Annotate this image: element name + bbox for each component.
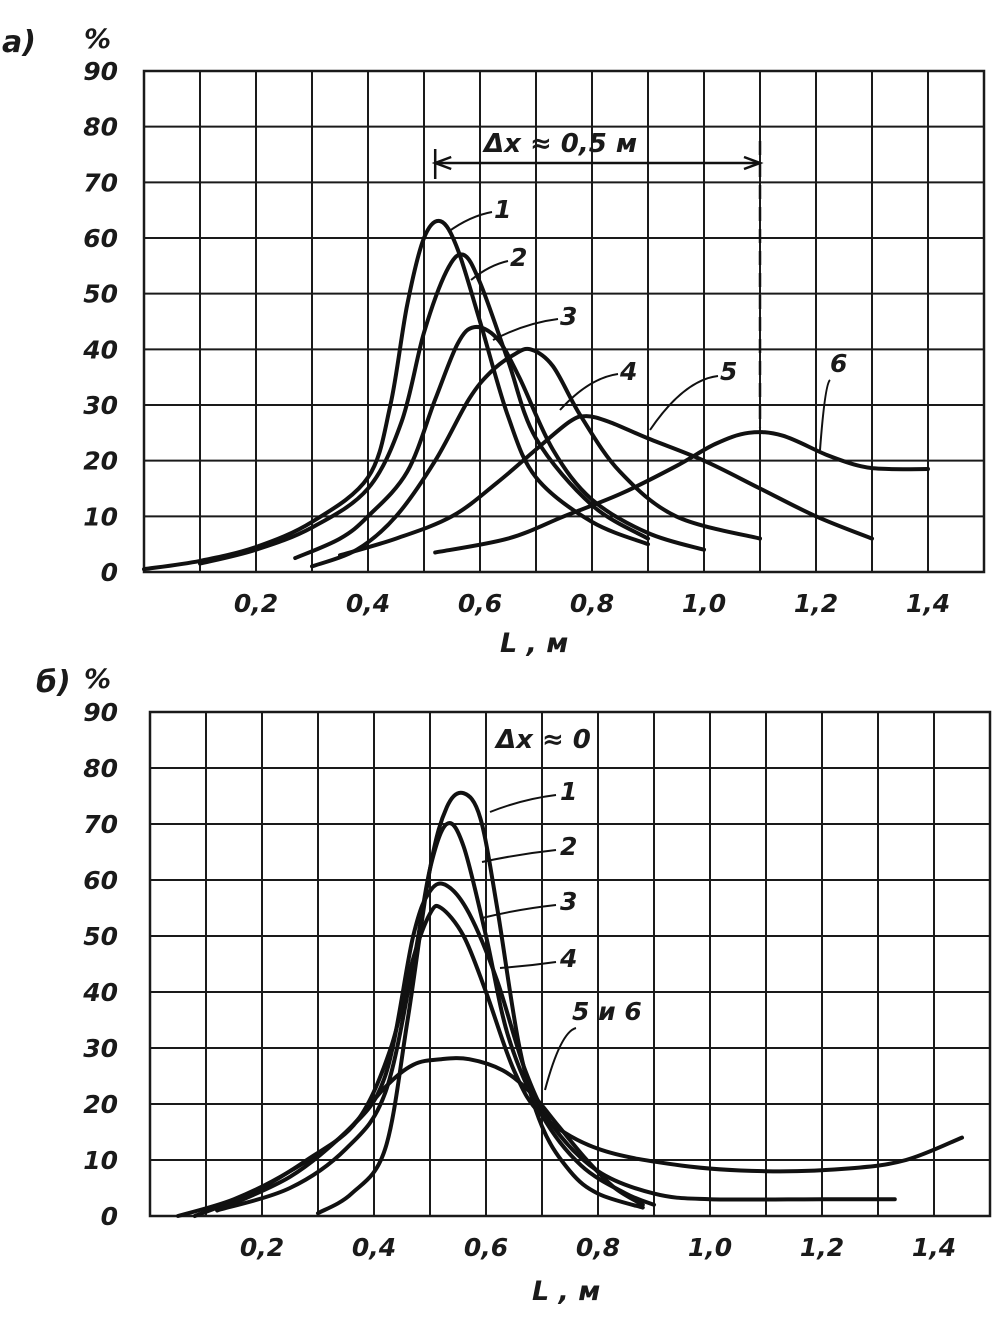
x-tick-label: 0,8 xyxy=(570,589,614,618)
series-label: 3 xyxy=(560,887,577,916)
series-line-4 xyxy=(310,346,762,569)
panel-label-a: а) xyxy=(2,25,36,60)
series-line-6 xyxy=(433,430,930,555)
series-label: 5 и 6 xyxy=(572,997,642,1026)
series-curves-b xyxy=(176,790,964,1218)
series-label: 6 xyxy=(830,349,847,378)
series-label: 2 xyxy=(510,243,527,272)
y-tick-label: 30 xyxy=(83,391,118,420)
series-leader-line xyxy=(499,961,557,969)
y-tick-label: 10 xyxy=(83,502,118,531)
series-label: 1 xyxy=(560,777,577,806)
y-tick-label: 0 xyxy=(101,1202,118,1231)
series-line-1 xyxy=(316,790,645,1216)
plot-frame-b xyxy=(148,710,992,1218)
series-leader-line xyxy=(447,211,493,233)
y-tick-label: 90 xyxy=(83,57,118,86)
delta-x-annotation-a: Δx ≈ 0,5 м xyxy=(482,129,637,159)
dimension-arrow-left xyxy=(431,155,452,171)
series-leader-line xyxy=(481,849,557,863)
series-curves-a xyxy=(142,218,930,572)
y-tick-label: 70 xyxy=(83,810,118,839)
y-tick-label: 0 xyxy=(101,558,118,587)
series-leader-line xyxy=(489,794,557,813)
y-tick-label: 70 xyxy=(83,168,118,197)
y-tick-label: 30 xyxy=(83,1034,118,1063)
series-label: 1 xyxy=(494,195,511,224)
y-tick-label: 80 xyxy=(83,754,118,783)
series-label: 2 xyxy=(560,832,577,861)
series-line-5 xyxy=(338,414,874,558)
x-tick-label: 1,0 xyxy=(688,1233,732,1262)
series-leader-line xyxy=(544,1027,577,1091)
y-tick-label: 50 xyxy=(83,922,118,951)
series-label: 4 xyxy=(559,944,577,973)
series-line-3 xyxy=(176,881,897,1218)
series-leader-line xyxy=(819,379,831,451)
x-tick-label: 0,2 xyxy=(234,589,278,618)
series-labels-b: 1 2 3 4 5 и 6 xyxy=(481,777,642,1091)
series-leader-line xyxy=(470,260,509,281)
x-tick-label: 1,2 xyxy=(794,589,838,618)
x-tick-label: 0,4 xyxy=(346,589,390,618)
series-label: 3 xyxy=(560,302,577,331)
x-tick-label: 0,2 xyxy=(240,1233,284,1262)
x-tick-label: 1,0 xyxy=(682,589,726,618)
series-leader-line xyxy=(559,373,619,411)
y-tick-label: 20 xyxy=(83,1090,118,1119)
y-tick-label: 10 xyxy=(83,1146,118,1175)
series-label: 5 xyxy=(720,357,737,386)
delta-x-annotation-b: Δx ≈ 0 xyxy=(494,725,591,755)
series-line-4 xyxy=(192,903,964,1218)
panel-label-b: б) xyxy=(36,665,71,700)
x-tick-labels-a: 0,2 0,4 0,6 0,8 1,0 1,2 1,4 xyxy=(234,589,950,618)
y-tick-label: 40 xyxy=(82,335,118,364)
x-tick-label: 0,4 xyxy=(352,1233,396,1262)
plot-frame-a xyxy=(142,69,986,574)
series-line-3 xyxy=(293,324,706,561)
series-line-2 xyxy=(198,252,650,566)
y-tick-label: 40 xyxy=(82,978,118,1007)
series-line-5-и-6 xyxy=(215,1056,645,1213)
series-label: 4 xyxy=(619,357,637,386)
y-tick-label: 50 xyxy=(83,280,118,309)
x-axis-label-a: L , м xyxy=(500,628,568,659)
x-tick-label: 1,4 xyxy=(912,1233,956,1262)
x-tick-label: 0,8 xyxy=(576,1233,620,1262)
y-axis-unit-b: % xyxy=(84,664,111,695)
y-tick-label: 80 xyxy=(83,113,118,142)
y-tick-label: 20 xyxy=(83,447,118,476)
x-tick-labels-b: 0,2 0,4 0,6 0,8 1,0 1,2 1,4 xyxy=(240,1233,956,1262)
x-tick-label: 0,6 xyxy=(464,1233,508,1262)
series-labels-a: 1 2 3 4 5 6 xyxy=(447,195,847,451)
grid-b xyxy=(150,712,990,1216)
y-tick-label: 60 xyxy=(83,866,118,895)
series-leader-line xyxy=(492,318,559,341)
x-tick-label: 1,4 xyxy=(906,589,950,618)
x-tick-label: 0,6 xyxy=(458,589,502,618)
delta-x-dimension: Δx ≈ 0,5 м xyxy=(431,129,764,428)
chart-panel-b: б) % 0 10 20 30 40 50 60 70 80 90 0,2 0,4 0,6 0,8 1,0… xyxy=(36,664,992,1307)
y-tick-labels-a: 0 10 20 30 40 50 60 70 80 90 xyxy=(82,57,118,587)
series-leader-line xyxy=(649,375,719,431)
series-leader-line xyxy=(481,904,557,919)
y-tick-label: 90 xyxy=(83,698,118,727)
x-axis-label-b: L , м xyxy=(532,1276,600,1307)
series-line-2 xyxy=(215,821,656,1213)
y-tick-label: 60 xyxy=(83,224,118,253)
y-axis-unit-a: % xyxy=(84,24,111,55)
x-tick-label: 1,2 xyxy=(800,1233,844,1262)
y-tick-labels-b: 0 10 20 30 40 50 60 70 80 90 xyxy=(82,698,118,1231)
chart-panel-a: а) % 0 10 20 30 40 50 60 70 80 90 0,2 0,4 0,6 0,8 1,0… xyxy=(2,24,986,659)
